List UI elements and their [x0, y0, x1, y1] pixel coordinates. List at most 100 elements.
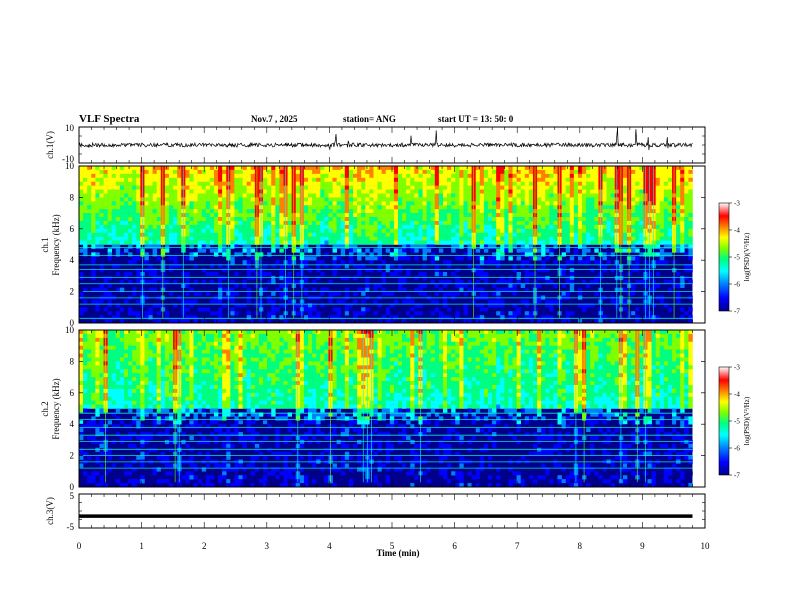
spectrogram-cell — [688, 201, 693, 206]
spectrogram-cell — [267, 169, 272, 175]
spectrogram-cell — [459, 193, 464, 198]
spectrogram-cell — [201, 248, 207, 253]
spectrogram-cell — [238, 220, 243, 226]
spectrogram-cell — [680, 166, 685, 171]
spectrogram-cell — [479, 256, 485, 261]
spectrogram-cell — [185, 166, 190, 171]
spectrogram-cell — [357, 209, 362, 214]
spectrogram-cell — [279, 315, 284, 320]
spectrogram-cell — [263, 240, 268, 245]
spectrogram-cell — [295, 271, 301, 277]
spectrogram-cell — [168, 271, 174, 277]
spectrogram-cell — [389, 220, 395, 226]
spectrogram-cell — [594, 220, 599, 226]
spectrogram-cell — [361, 189, 366, 194]
spectrogram-cell — [340, 248, 346, 253]
spectrogram-cell — [279, 275, 284, 281]
spectrogram-cell — [132, 220, 137, 226]
spectrogram-cell — [132, 217, 137, 222]
spectrogram-cell — [115, 228, 121, 234]
spectrogram-cell — [667, 232, 673, 237]
spectrogram-cell — [156, 189, 162, 194]
spectrogram-cell — [79, 451, 84, 456]
spectrogram-cell — [83, 185, 88, 190]
freq-tick-label: 2 — [70, 287, 75, 297]
spectrogram-cell — [173, 201, 178, 206]
spectrogram-cell — [606, 287, 611, 292]
spectrogram-cell — [410, 232, 415, 237]
spectrogram-cell — [132, 189, 137, 194]
spectrogram-cell — [561, 319, 566, 324]
spectrogram-cell — [610, 283, 616, 288]
spectrogram-cell — [111, 287, 117, 292]
spectrogram-cell — [230, 279, 235, 285]
spectrogram-cell — [148, 311, 153, 316]
spectrogram-cell — [177, 193, 182, 198]
spectrogram-cell — [107, 169, 113, 175]
spectrogram-cell — [537, 248, 542, 253]
spectrogram-cell — [168, 185, 174, 190]
spectrogram-cell — [667, 279, 673, 285]
spectrogram-cell — [87, 220, 92, 226]
spectrogram-cell — [79, 432, 84, 437]
spectrogram-cell — [316, 315, 321, 320]
spectrogram-cell — [87, 166, 92, 171]
spectrogram-cell — [655, 224, 661, 230]
spectrogram-cell — [83, 353, 88, 358]
spectrogram-cell — [602, 220, 607, 226]
spectrogram-cell — [185, 236, 190, 241]
spectrogram-cell — [115, 333, 121, 339]
spectrogram-cell — [582, 232, 587, 237]
spectrogram-cell — [561, 169, 566, 175]
spectrogram-cell — [553, 220, 558, 226]
spectrogram-cell — [422, 193, 427, 198]
spectrogram-cell — [402, 260, 407, 265]
spectrogram-cell — [189, 209, 194, 214]
spectrogram-cell — [148, 279, 153, 285]
spectrogram-cell — [168, 217, 174, 222]
spectrogram-cell — [332, 177, 337, 182]
spectrogram-cell — [136, 240, 141, 245]
spectrogram-cell — [185, 209, 190, 214]
spectrogram-cell — [389, 303, 395, 308]
spectrogram-cell — [516, 256, 522, 261]
spectrogram-cell — [565, 181, 571, 186]
spectrogram-cell — [422, 240, 427, 245]
spectrogram-cell — [426, 181, 432, 186]
spectrogram-cell — [500, 217, 505, 222]
spectrogram-cell — [209, 173, 215, 179]
spectrogram-cell — [263, 185, 268, 190]
spectrogram-cell — [213, 236, 219, 241]
spectrogram-cell — [569, 232, 575, 237]
spectrogram-cell — [688, 166, 693, 171]
spectrogram-cell — [631, 181, 636, 186]
spectrogram-cell — [201, 224, 207, 230]
spectrogram-cell — [402, 240, 407, 245]
spectrogram-cell — [512, 181, 517, 186]
spectrogram-cell — [483, 287, 489, 292]
spectrogram-cell — [148, 209, 153, 214]
spectrogram-cell — [496, 224, 501, 230]
spectrogram-cell — [128, 408, 133, 413]
spectrogram-cell — [83, 345, 88, 350]
spectrogram-cell — [582, 299, 587, 304]
spectrogram-cell — [516, 248, 522, 253]
spectrogram-cell — [344, 232, 350, 237]
spectrogram-cell — [680, 181, 685, 186]
spectrogram-cell — [410, 197, 415, 202]
spectrogram-cell — [152, 173, 158, 179]
spectrogram-cell — [230, 166, 235, 171]
spectrogram-cell — [197, 166, 202, 171]
spectrogram-cell — [103, 166, 108, 171]
spectrogram-cell — [173, 240, 178, 245]
spectrogram-cell — [594, 248, 599, 253]
spectrogram-cell — [222, 299, 227, 304]
spectrogram-cell — [79, 291, 84, 296]
spectrogram-cell — [487, 217, 493, 222]
spectrogram-cell — [541, 248, 546, 253]
spectrogram-cell — [222, 268, 227, 273]
spectrogram-cell — [107, 455, 113, 460]
spectrogram-cell — [496, 311, 501, 316]
spectrogram-cell — [590, 236, 595, 241]
